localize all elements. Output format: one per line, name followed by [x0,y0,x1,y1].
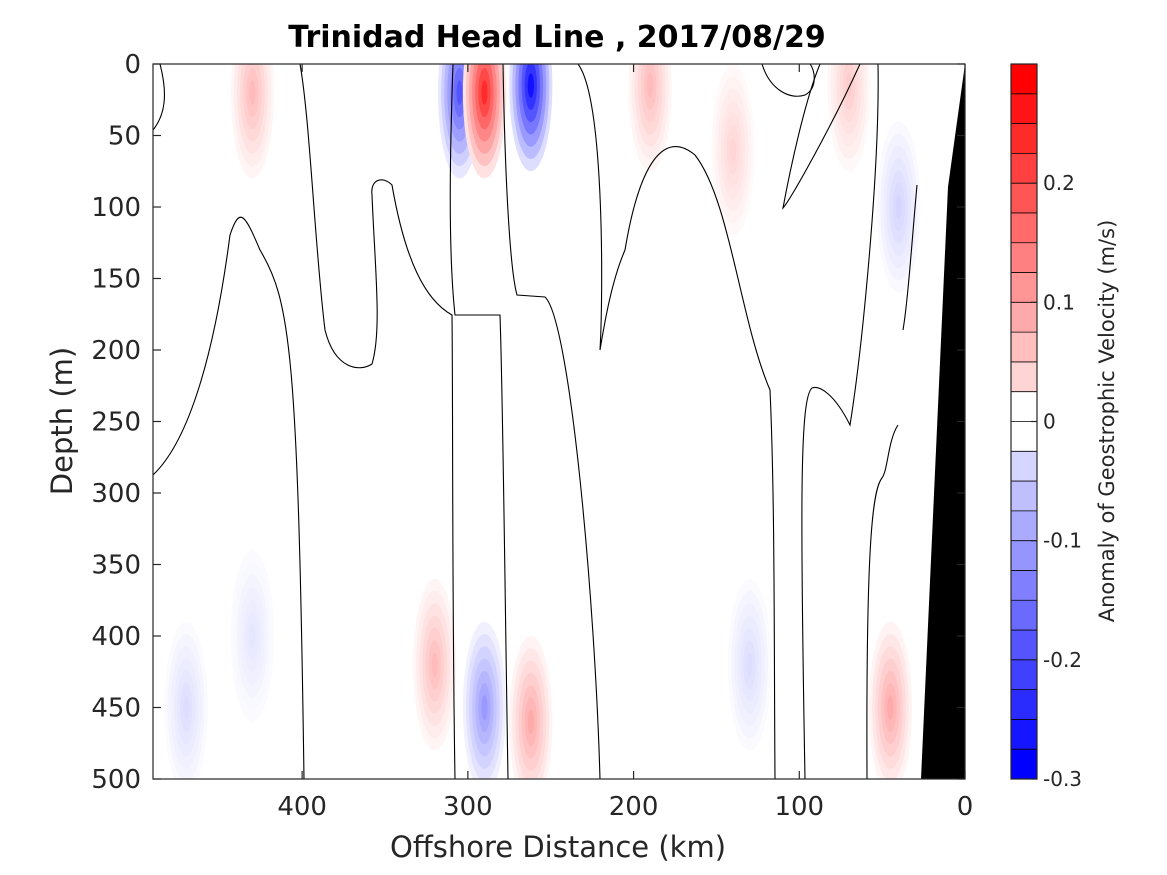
colorbar-level [1011,212,1037,243]
y-tick-label: 150 [91,265,141,295]
chart-title: Trinidad Head Line , 2017/08/29 [288,20,825,55]
zero-contour [502,64,601,779]
zero-contour [801,64,879,779]
colorbar-level [1011,242,1037,273]
x-tick-label: 300 [443,792,493,822]
y-tick-label: 500 [91,765,141,795]
colorbar-level [1011,451,1037,482]
velocity-level [183,695,190,720]
plot-area [153,64,965,779]
y-tick-label: 200 [91,336,141,366]
velocity-level [527,73,534,98]
colorbar-level [1011,123,1037,154]
zero-contour [761,64,815,97]
velocity-anomaly-8 [462,621,506,779]
colorbar-level [1011,153,1037,184]
velocity-field [164,64,921,779]
velocity-level [431,652,438,677]
zero-contour [902,184,918,331]
colorbar-level [1011,421,1037,452]
velocity-anomaly-0 [230,64,274,179]
colorbar-tick-label: 0.1 [1043,290,1075,314]
colorbar-level [1011,600,1037,631]
x-tick-label: 200 [609,792,659,822]
y-tick-label: 300 [91,479,141,509]
colorbar-level [1011,391,1037,422]
colorbar-tick-label: 0 [1043,410,1056,434]
y-axis-label: Depth (m) [45,347,79,495]
colorbar-tick-label: -0.1 [1043,529,1082,553]
colorbar-level [1011,510,1037,541]
colorbar-level [1011,719,1037,750]
zero-contour [299,64,456,779]
colorbar-label: Anomaly of Geostrophic Velocity (m/s) [1095,220,1119,623]
colorbar-tick-label: -0.2 [1043,648,1082,672]
velocity-anomaly-6 [827,64,871,172]
velocity-anomaly-4 [628,64,672,172]
velocity-level [729,137,737,163]
zero-contour [153,216,305,779]
x-axis-ticks: 400 300 200 100 0 [277,64,973,822]
velocity-level [845,73,853,98]
colorbar-level [1011,361,1037,392]
bathymetry [921,64,965,779]
velocity-anomaly-7 [877,121,921,293]
colorbar-level [1011,332,1037,362]
x-axis-label: Offshore Distance (km) [390,830,726,864]
zero-contour [782,64,861,210]
velocity-level [895,194,902,220]
colorbar-level [1011,689,1037,720]
x-tick-label: 100 [774,792,824,822]
velocity-anomaly-10 [413,578,457,751]
velocity-level [481,695,488,720]
x-tick-label: 0 [957,792,974,822]
zero-contour [577,64,776,779]
velocity-anomaly-11 [868,621,912,779]
colorbar-level [1011,630,1037,660]
x-tick-label: 400 [277,792,327,822]
y-tick-label: 350 [91,551,141,581]
velocity-level [527,709,534,735]
velocity-level [249,623,256,649]
colorbar-level [1011,749,1037,779]
colorbar-level [1011,540,1037,571]
velocity-level [647,73,654,98]
velocity-level [249,80,256,105]
velocity-anomaly-9 [509,636,553,779]
colorbar-level [1011,302,1037,333]
velocity-anomaly-12 [164,621,208,779]
velocity-level [746,652,753,677]
velocity-anomaly-14 [230,550,274,722]
velocity-anomaly-13 [728,578,772,751]
velocity-anomaly-3 [509,64,553,172]
y-tick-label: 100 [91,193,141,223]
y-axis-ticks: 0 50 100 150 200 250 300 350 400 450 500 [91,50,965,795]
colorbar-level [1011,183,1037,213]
y-tick-label: 450 [91,694,141,724]
velocity-level [456,80,463,105]
velocity-level [481,80,488,105]
plot-frame [152,63,966,780]
colorbar: 0.2 0.1 0 -0.1 -0.2 -0.3 [1010,63,1082,791]
zero-contours [153,64,918,779]
y-tick-label: 400 [91,622,141,652]
y-tick-label: 50 [108,122,141,152]
colorbar-tick-label: -0.3 [1043,767,1082,791]
zero-contour [449,64,509,779]
zero-contour [866,424,899,779]
velocity-level [887,695,894,720]
zero-contour [153,64,165,131]
colorbar-level [1011,570,1037,601]
velocity-anomaly-2 [462,64,506,179]
velocity-anomaly-5 [711,64,755,236]
y-tick-label: 250 [91,408,141,438]
colorbar-level [1011,93,1037,124]
colorbar-level [1011,272,1037,303]
y-tick-label: 0 [124,50,141,80]
colorbar-level [1011,64,1037,94]
colorbar-level [1011,481,1037,511]
colorbar-level [1011,659,1037,690]
colorbar-tick-label: 0.2 [1043,171,1075,195]
